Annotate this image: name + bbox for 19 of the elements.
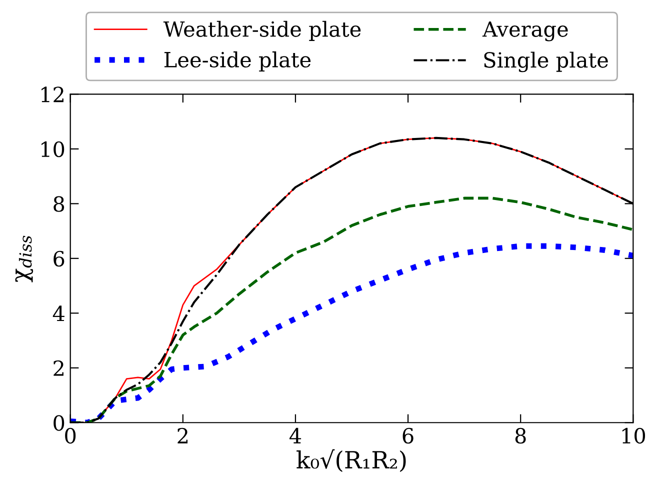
y-tick-label: 0 bbox=[54, 415, 64, 431]
y-tick-label: 6 bbox=[54, 250, 64, 267]
x-tick-label: 8 bbox=[515, 428, 526, 444]
y-tick-label: 4 bbox=[52, 306, 64, 322]
y-tick-label: 12 bbox=[42, 86, 64, 102]
x-tick-label: 4 bbox=[289, 428, 302, 444]
x-tick-label: 6 bbox=[402, 428, 414, 444]
legend-label: Average bbox=[482, 21, 568, 42]
x-tick-label: 2 bbox=[178, 428, 188, 444]
x-axis-title: k₀√(R₁R₂) bbox=[296, 449, 406, 472]
y-tick-label: 2 bbox=[54, 360, 64, 376]
x-tick-label: 0 bbox=[65, 428, 76, 444]
y-tick-label: 10 bbox=[42, 141, 64, 158]
legend-label: Lee-side plate bbox=[164, 51, 311, 72]
x-tick-label: 10 bbox=[622, 428, 646, 444]
legend-label: Weather-side plate bbox=[163, 20, 361, 41]
legend-label: Single plate bbox=[484, 52, 608, 72]
y-axis-title: χ$_{diss}$ bbox=[15, 236, 34, 282]
y-tick-label: 8 bbox=[54, 196, 64, 212]
